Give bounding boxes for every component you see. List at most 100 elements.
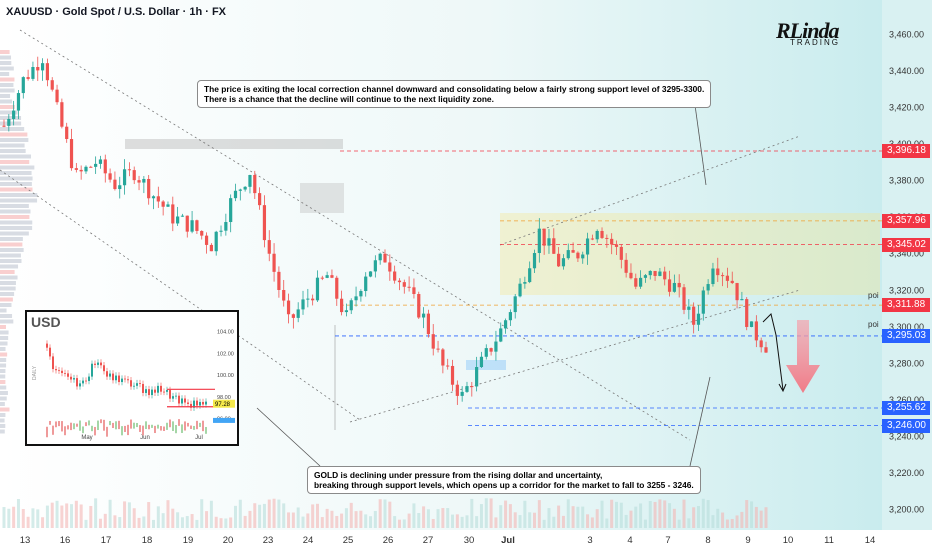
volume-profile-bar: [0, 325, 6, 329]
inset-volume-bar: [151, 424, 153, 428]
volume-bar: [393, 516, 397, 528]
candle-body: [185, 215, 189, 232]
liquidity-zone: [466, 360, 506, 370]
volume-bar: [663, 500, 667, 528]
inset-candle-body: [199, 401, 201, 406]
volume-profile-bar: [0, 204, 29, 208]
volume-bar: [26, 516, 30, 528]
candle-body: [605, 237, 609, 239]
rising-channel-lower: [349, 289, 801, 423]
candle-body: [725, 275, 730, 281]
volume-profile-bar: [0, 176, 33, 181]
volume-bar: [701, 498, 705, 528]
inset-candle-body: [61, 370, 63, 374]
inset-volume-bar: [55, 421, 57, 428]
y-tick-label: 3,260.00: [889, 395, 924, 405]
volume-bar: [460, 516, 464, 528]
volume-bar: [287, 512, 291, 528]
volume-bar: [200, 499, 204, 528]
volume-bar: [402, 519, 406, 528]
candle-body: [286, 300, 291, 315]
volume-bar: [475, 516, 479, 528]
volume-profile-bar: [0, 391, 8, 395]
candle-body: [436, 348, 440, 350]
volume-bar: [45, 505, 49, 528]
volume-bar: [296, 507, 300, 528]
inset-candle-body: [157, 385, 159, 393]
candle-body: [349, 300, 353, 311]
volume-profile-bar: [0, 363, 7, 368]
candle-body: [21, 77, 25, 94]
candle-body: [238, 189, 242, 191]
volume-bar: [238, 499, 242, 528]
inset-volume-bar: [193, 425, 195, 430]
candle-body: [537, 228, 541, 254]
inset-volume-bar: [196, 420, 198, 430]
volume-profile-bar: [0, 330, 9, 335]
inset-volume-bar: [118, 420, 120, 430]
volume-bar: [441, 508, 445, 528]
candle-body: [315, 277, 320, 301]
candle-body: [142, 178, 146, 183]
volume-bar: [219, 518, 223, 528]
volume-profile-bar: [0, 264, 19, 269]
candle-body: [479, 356, 484, 368]
x-tick-label: 10: [783, 535, 794, 546]
inset-candle-body: [130, 380, 132, 387]
inset-y-tick: 102.00: [217, 351, 234, 357]
volume-bar: [547, 508, 551, 528]
x-tick-label: 18: [142, 535, 153, 546]
candle-body: [364, 276, 368, 292]
candle-body: [614, 244, 619, 247]
volume-bar: [185, 516, 189, 528]
inset-candle-body: [100, 362, 102, 366]
candle-body: [12, 110, 16, 119]
volume-bar: [282, 503, 286, 528]
x-tick-label: 26: [383, 535, 394, 546]
candle-body: [103, 159, 107, 174]
candle-body: [412, 287, 416, 295]
candle-body: [701, 290, 705, 314]
candle-body: [658, 271, 662, 276]
candle-body: [730, 280, 734, 284]
volume-profile-bar: [0, 374, 6, 379]
candle-body: [383, 253, 387, 263]
inset-volume-bar: [64, 426, 66, 436]
volume-bar: [84, 519, 88, 528]
volume-bar: [70, 504, 74, 528]
volume-profile-bar: [0, 138, 29, 142]
volume-bar: [233, 505, 237, 528]
inset-candle-body: [181, 398, 183, 404]
candle-body: [306, 298, 310, 300]
candle-body: [421, 313, 426, 318]
candle-body: [296, 309, 300, 318]
volume-bar: [209, 500, 213, 528]
volume-bar: [600, 500, 604, 528]
volume-profile-bar: [0, 160, 30, 164]
inset-candle-body: [187, 402, 189, 404]
brand-logo: RLinda TRADING: [776, 18, 839, 47]
volume-profile-bar: [0, 226, 33, 230]
volume-bar: [176, 512, 180, 528]
candle-body: [354, 296, 358, 301]
volume-bar: [412, 503, 416, 528]
candle-body: [523, 282, 527, 284]
inset-volume-bar: [169, 419, 171, 428]
inset-volume-bar: [202, 420, 204, 432]
inset-candle-body: [124, 378, 126, 380]
candle-body: [426, 313, 431, 335]
inset-volume-bar: [178, 419, 180, 426]
volume-bar: [639, 503, 643, 528]
volume-profile-bar: [0, 220, 33, 225]
volume-profile-bar: [0, 380, 6, 384]
volume-bar: [7, 508, 11, 528]
inset-volume-bar: [148, 424, 150, 430]
candle-body: [166, 204, 170, 207]
candle-body: [89, 166, 93, 168]
volume-bar: [79, 504, 83, 528]
candle-body: [320, 277, 324, 279]
volume-bar: [340, 513, 344, 528]
volume-bar: [277, 499, 281, 528]
candle-body: [663, 271, 667, 280]
volume-bar: [619, 502, 623, 528]
